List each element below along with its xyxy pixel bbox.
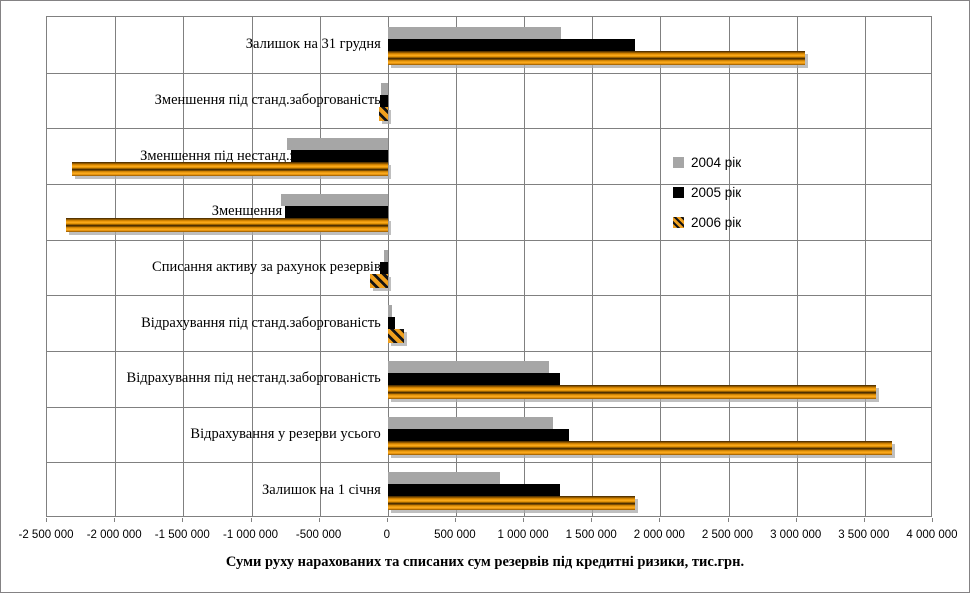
x-axis-tick-mark: [46, 518, 47, 522]
x-axis-tick-label: 2 500 000: [701, 529, 754, 541]
legend-swatch-icon: [673, 186, 684, 198]
vertical-gridline: [115, 17, 117, 516]
vertical-gridline: [864, 17, 866, 516]
bar-2004-row1[interactable]: [387, 27, 561, 39]
legend-swatch-icon: [673, 216, 684, 228]
horizontal-gridline: [47, 128, 931, 130]
legend-swatch-icon: [673, 156, 684, 168]
x-axis-tick-label: -2 000 000: [86, 529, 142, 541]
x-axis-tick-mark: [863, 518, 865, 522]
plot-area: Залишок на 31 грудня Зменшення під станд.…: [46, 16, 932, 517]
x-axis-tick-mark: [182, 518, 184, 522]
bar-2006-row4[interactable]: [66, 218, 388, 232]
category-label: Залишок на 1 січня: [262, 481, 381, 498]
bar-2006-row1[interactable]: [387, 51, 805, 65]
bar-2006-row7[interactable]: [387, 385, 877, 399]
category-label: Залишок на 31 грудня: [245, 36, 381, 53]
bar-2006-row9[interactable]: [387, 496, 636, 511]
zero-axis-gridline: [387, 17, 389, 516]
horizontal-gridline: [47, 184, 931, 185]
x-axis-tick-label: 1 500 000: [565, 529, 617, 541]
bar-2004-row2[interactable]: [381, 82, 388, 95]
x-axis-tick-label: 3 000 000: [770, 529, 822, 541]
x-axis-tick-mark: [250, 518, 252, 522]
bar-2005-row5[interactable]: [380, 261, 388, 274]
x-axis-tick-label: 2 000 000: [633, 529, 685, 541]
x-axis-tick-mark: [591, 518, 593, 522]
x-axis-tick-label: 4 000 000: [906, 529, 958, 541]
x-axis-tick-mark: [932, 518, 933, 522]
x-axis-tick-label: -2 500 000: [18, 529, 74, 541]
bar-2005-row9[interactable]: [387, 484, 561, 497]
x-axis-tick-mark: [454, 518, 456, 522]
vertical-gridline: [455, 17, 457, 516]
bar-2006-row8[interactable]: [387, 440, 893, 455]
bar-2004-row3[interactable]: [286, 138, 388, 151]
bar-2004-row7[interactable]: [387, 361, 550, 373]
legend-label: 2004 рік: [691, 154, 742, 170]
bar-2006-row2[interactable]: [378, 106, 388, 121]
x-axis-tick-mark: [659, 518, 661, 522]
legend-item-2006[interactable]: 2006 рік: [673, 212, 741, 232]
category-label: Списання активу за рахунок резервів: [152, 259, 381, 276]
x-axis-tick-mark: [727, 518, 729, 522]
bar-2005-row2[interactable]: [379, 94, 388, 107]
x-axis-tick-mark: [114, 518, 116, 522]
bar-2005-row4[interactable]: [284, 206, 388, 218]
vertical-gridline: [728, 17, 730, 516]
vertical-gridline: [319, 17, 321, 516]
horizontal-gridline: [47, 239, 931, 241]
x-axis-tick-label: 0: [383, 529, 390, 541]
vertical-gridline: [796, 17, 798, 516]
legend-item-2005[interactable]: 2005 рік: [673, 182, 741, 202]
category-label: Відрахування під нестанд.заборгованість: [126, 370, 381, 387]
bar-2005-row6[interactable]: [387, 317, 396, 330]
horizontal-gridline: [47, 295, 931, 297]
bar-2004-row4[interactable]: [280, 194, 388, 206]
x-axis-tick-mark: [795, 518, 797, 522]
horizontal-gridline: [47, 462, 931, 464]
horizontal-gridline: [47, 406, 931, 408]
bar-2006-row6[interactable]: [387, 329, 405, 344]
legend-label: 2005 рік: [691, 184, 742, 200]
bar-2004-row6[interactable]: [387, 305, 392, 318]
vertical-gridline: [592, 17, 594, 516]
category-label: Відрахування під станд.заборгованість: [141, 314, 381, 331]
x-axis-tick-mark: [523, 518, 525, 522]
x-axis-tick-mark: [318, 518, 320, 522]
category-label: Відрахування у резерви усього: [190, 426, 381, 443]
legend: 2004 рік 2005 рік 2006 рік: [673, 152, 741, 242]
vertical-gridline: [524, 17, 526, 516]
category-label: Зменшення під станд.заборгованість: [154, 92, 381, 109]
vertical-gridline: [660, 17, 662, 516]
bar-2005-row1[interactable]: [387, 39, 636, 51]
vertical-gridline: [183, 17, 185, 516]
bar-2004-row8[interactable]: [387, 416, 554, 429]
bar-2006-row3[interactable]: [71, 162, 388, 177]
bar-2005-row3[interactable]: [291, 150, 388, 163]
legend-label: 2006 рік: [691, 214, 742, 230]
bar-2005-row7[interactable]: [387, 373, 561, 385]
x-axis-tick-label: 500 000: [434, 529, 476, 541]
horizontal-gridline: [47, 72, 931, 74]
horizontal-gridline: [47, 351, 931, 352]
x-axis-tick-label: 1 000 000: [497, 529, 549, 541]
legend-item-2004[interactable]: 2004 рік: [673, 152, 741, 172]
x-axis-tick-label: -1 000 000: [223, 529, 278, 541]
bar-2004-row5[interactable]: [384, 249, 388, 262]
axis-title: Суми руху нарахованих та списаних сум ре…: [225, 554, 745, 570]
x-axis-tick-label: 3 500 000: [838, 529, 890, 541]
x-axis-tick-label: -1 500 000: [154, 529, 210, 541]
bar-2004-row9[interactable]: [387, 472, 500, 485]
x-axis-tick-label: -500 000: [295, 529, 342, 541]
vertical-gridline: [251, 17, 253, 516]
x-axis-tick-mark: [386, 518, 388, 522]
bar-2005-row8[interactable]: [387, 428, 570, 441]
bar-2006-row5[interactable]: [370, 273, 388, 288]
